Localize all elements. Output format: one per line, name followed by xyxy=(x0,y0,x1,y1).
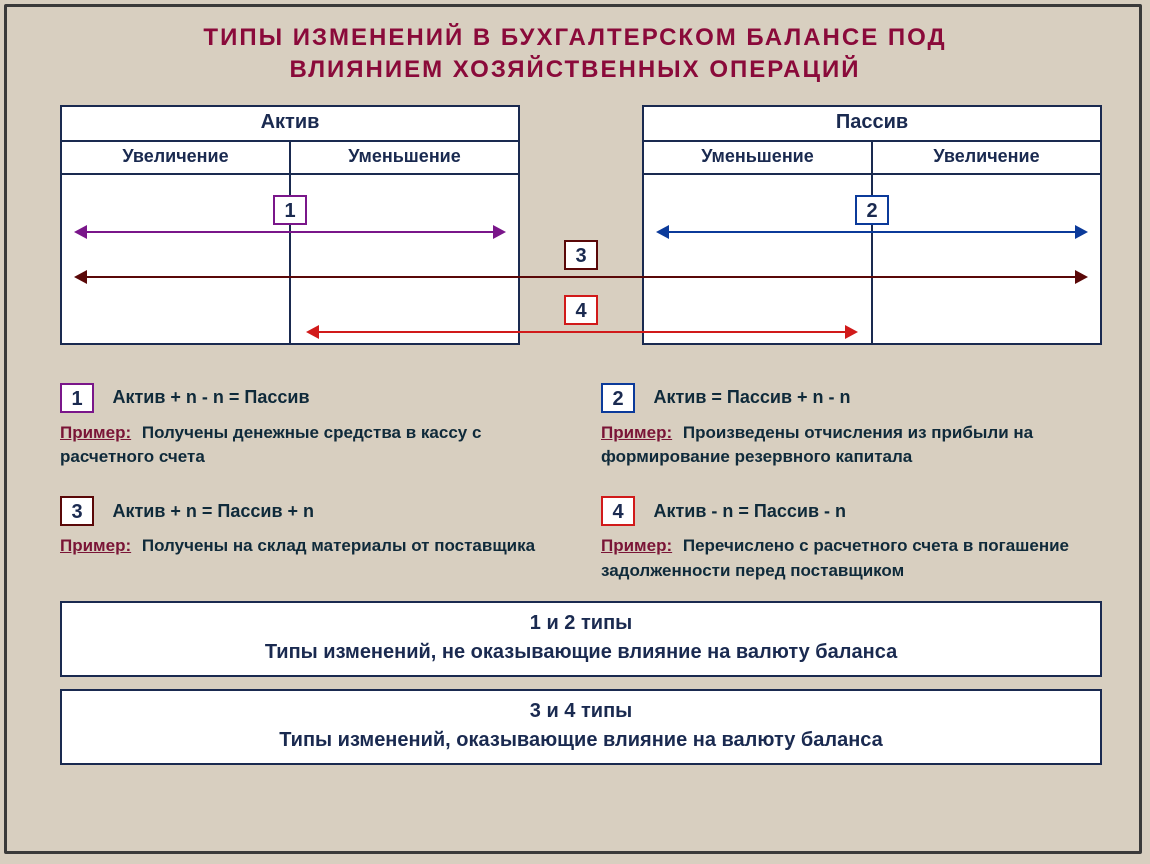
table-passiv-col1: Уменьшение xyxy=(644,142,873,173)
legend-badge-2: 2 xyxy=(601,383,635,413)
example-label-1: Пример: xyxy=(60,423,131,442)
title-line-2: ВЛИЯНИЕМ ХОЗЯЙСТВЕННЫХ ОПЕРАЦИЙ xyxy=(0,54,1150,86)
legend-item-4: 4 Актив - n = Пассив - n Пример: Перечис… xyxy=(601,496,1102,583)
arrow-4-head-left xyxy=(306,325,319,339)
badge-4: 4 xyxy=(564,295,598,325)
legend-formula-1: Актив + n - n = Пассив xyxy=(112,387,309,408)
arrow-3-head-right xyxy=(1075,270,1088,284)
summary-2-head: 3 и 4 типы xyxy=(72,697,1090,726)
badge-1: 1 xyxy=(273,195,307,225)
summary-box-2: 3 и 4 типы Типы изменений, оказывающие в… xyxy=(60,689,1102,765)
example-text-3: Получены на склад материалы от поставщик… xyxy=(142,536,535,555)
arrow-1-head-left xyxy=(74,225,87,239)
table-aktiv-head: Актив xyxy=(62,107,518,142)
legend-item-3: 3 Актив + n = Пассив + n Пример: Получен… xyxy=(60,496,561,583)
arrow-2-head-right xyxy=(1075,225,1088,239)
table-passiv-head: Пассив xyxy=(644,107,1100,142)
arrow-3 xyxy=(76,270,1086,284)
table-aktiv-col2: Уменьшение xyxy=(291,142,518,173)
arrow-2 xyxy=(658,225,1086,239)
legend-formula-2: Актив = Пассив + n - n xyxy=(653,387,850,408)
badge-3: 3 xyxy=(564,240,598,270)
diagram-area: Актив Увеличение Уменьшение Пассив Умень… xyxy=(60,105,1102,365)
legend-badge-1: 1 xyxy=(60,383,94,413)
legend-area: 1 Актив + n - n = Пассив Пример: Получен… xyxy=(60,383,1102,584)
summary-1-text: Типы изменений, не оказывающие влияние н… xyxy=(72,638,1090,667)
arrow-3-head-left xyxy=(74,270,87,284)
arrow-1-head-right xyxy=(493,225,506,239)
legend-formula-3: Актив + n = Пассив + n xyxy=(112,501,314,522)
arrow-2-line xyxy=(658,231,1086,234)
title-line-1: ТИПЫ ИЗМЕНЕНИЙ В БУХГАЛТЕРСКОМ БАЛАНСЕ П… xyxy=(0,22,1150,54)
legend-example-3: Пример: Получены на склад материалы от п… xyxy=(60,534,561,559)
example-label-2: Пример: xyxy=(601,423,672,442)
summary-2-text: Типы изменений, оказывающие влияние на в… xyxy=(72,726,1090,755)
badge-2: 2 xyxy=(855,195,889,225)
table-aktiv-col1: Увеличение xyxy=(62,142,291,173)
example-label-4: Пример: xyxy=(601,536,672,555)
table-passiv-col2: Увеличение xyxy=(873,142,1100,173)
summary-box-1: 1 и 2 типы Типы изменений, не оказывающи… xyxy=(60,601,1102,677)
legend-badge-4: 4 xyxy=(601,496,635,526)
legend-item-1: 1 Актив + n - n = Пассив Пример: Получен… xyxy=(60,383,561,470)
example-label-3: Пример: xyxy=(60,536,131,555)
summary-1-head: 1 и 2 типы xyxy=(72,609,1090,638)
arrow-4 xyxy=(308,325,856,339)
arrow-1-line xyxy=(76,231,504,234)
arrow-3-line xyxy=(76,276,1086,279)
arrow-2-head-left xyxy=(656,225,669,239)
legend-formula-4: Актив - n = Пассив - n xyxy=(653,501,846,522)
legend-example-4: Пример: Перечислено с расчетного счета в… xyxy=(601,534,1102,583)
arrow-1 xyxy=(76,225,504,239)
slide-title: ТИПЫ ИЗМЕНЕНИЙ В БУХГАЛТЕРСКОМ БАЛАНСЕ П… xyxy=(0,0,1150,87)
legend-example-2: Пример: Произведены отчисления из прибыл… xyxy=(601,421,1102,470)
legend-item-2: 2 Актив = Пассив + n - n Пример: Произве… xyxy=(601,383,1102,470)
arrow-4-head-right xyxy=(845,325,858,339)
legend-badge-3: 3 xyxy=(60,496,94,526)
legend-example-1: Пример: Получены денежные средства в кас… xyxy=(60,421,561,470)
arrow-4-line xyxy=(308,331,856,334)
